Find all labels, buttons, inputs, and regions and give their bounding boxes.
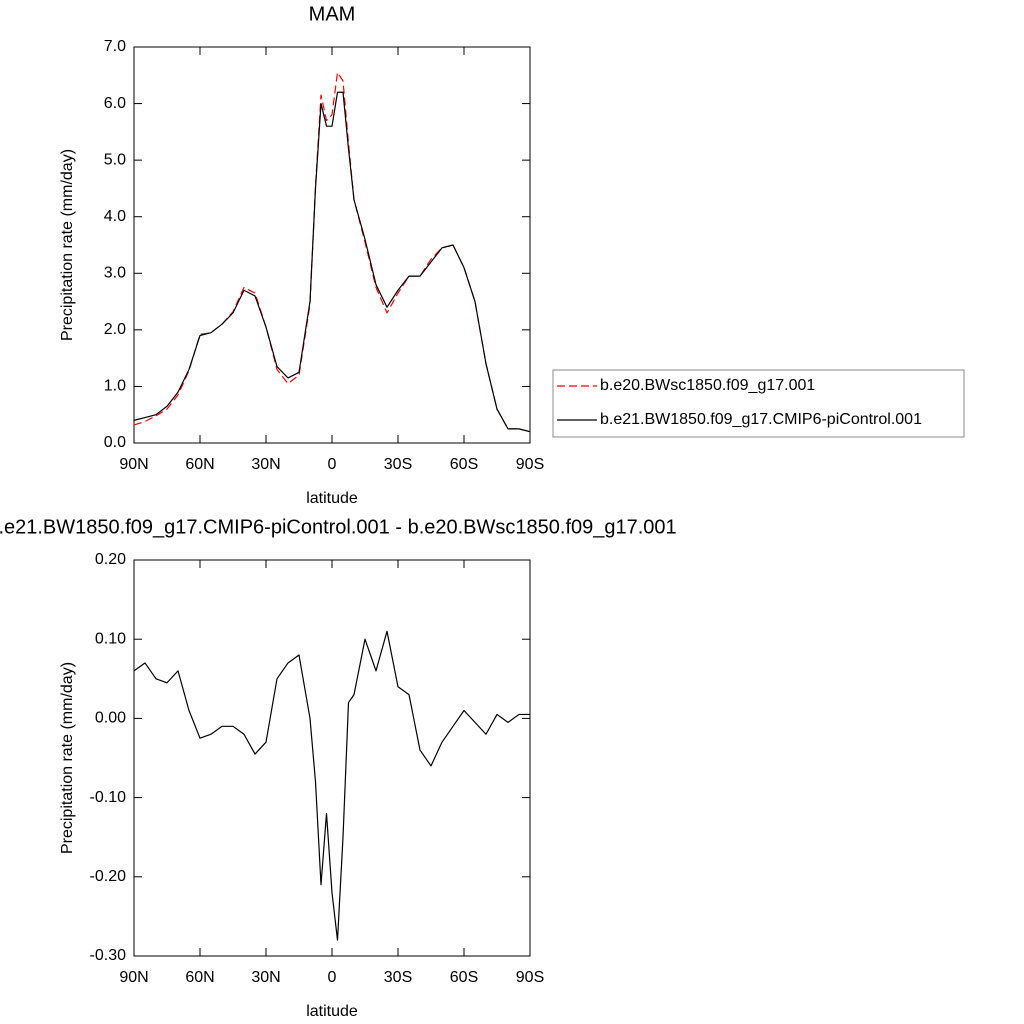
y-tick-label: 4.0 (104, 208, 126, 225)
x-tick-label: 60S (450, 456, 478, 473)
series-line (133, 630, 530, 941)
x-tick-label: 0 (328, 969, 337, 986)
y-tick-label: 5.0 (104, 151, 126, 168)
y-tick-label: 3.0 (104, 265, 126, 282)
x-tick-label: 90N (119, 456, 148, 473)
y-tick-label: 0.0 (104, 434, 126, 451)
x-tick-label: 0 (328, 456, 337, 473)
y-tick-label: -0.20 (90, 868, 127, 885)
y-tick-label: -0.30 (90, 947, 127, 964)
plot-frame (133, 559, 531, 957)
x-tick-label: 60S (450, 969, 478, 986)
legend-label: b.e21.BW1850.f09_g17.CMIP6-piControl.001 (600, 411, 922, 428)
y-tick-label: 2.0 (104, 321, 126, 338)
x-tick-label: 90S (516, 456, 544, 473)
legend-label: b.e20.BWsc1850.f09_g17.001 (600, 377, 815, 394)
x-tick-label: 60N (185, 456, 214, 473)
y-tick-label: 1.0 (104, 378, 126, 395)
y-tick-label: -0.10 (90, 789, 127, 806)
x-tick-label: 60N (185, 969, 214, 986)
legend-box (552, 369, 965, 438)
y-tick-label: 0.00 (95, 710, 126, 727)
x-tick-label: 90N (119, 969, 148, 986)
y-axis-label: Precipitation rate (mm/day) (59, 662, 76, 854)
x-axis-label: latitude (306, 490, 358, 507)
y-tick-label: 7.0 (104, 38, 126, 55)
plot-frame (133, 46, 531, 444)
x-tick-label: 30S (384, 456, 412, 473)
x-tick-label: 30S (384, 969, 412, 986)
chart-title: b.e21.BW1850.f09_g17.CMIP6-piControl.001… (0, 516, 677, 538)
series-line (133, 91, 531, 433)
x-tick-label: 90S (516, 969, 544, 986)
y-tick-label: 0.10 (95, 630, 126, 647)
chart-title: MAM (309, 3, 356, 25)
x-axis-label: latitude (306, 1003, 358, 1020)
x-tick-label: 30N (251, 969, 280, 986)
x-tick-label: 30N (251, 456, 280, 473)
y-tick-label: 0.20 (95, 551, 126, 568)
y-axis-label: Precipitation rate (mm/day) (59, 149, 76, 341)
y-tick-label: 6.0 (104, 95, 126, 112)
